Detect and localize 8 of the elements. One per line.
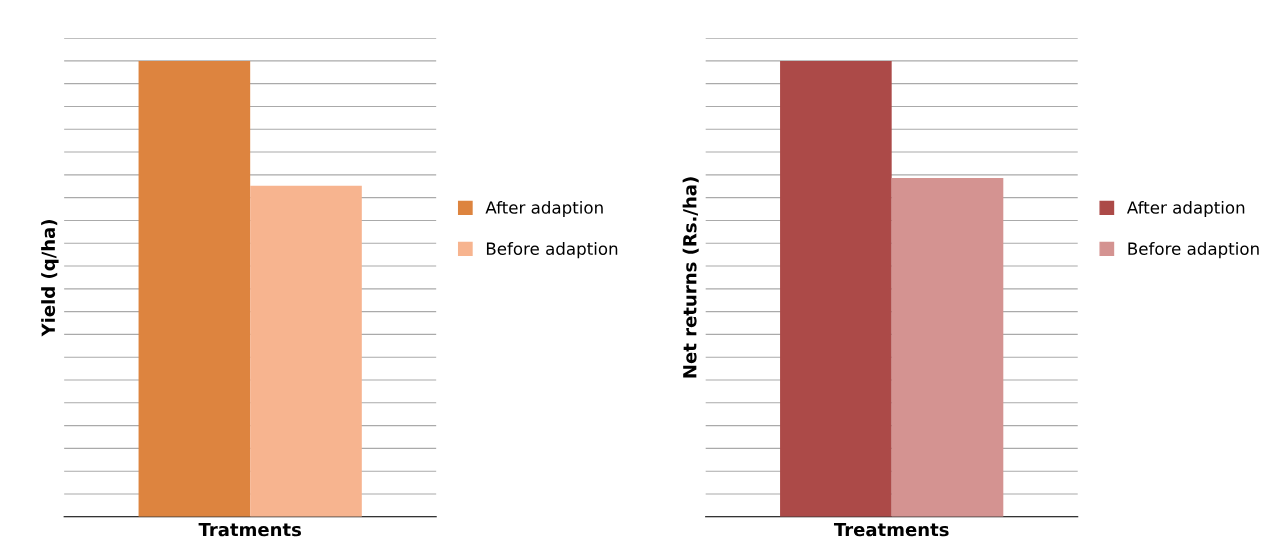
legend-label: Before adaption: [1128, 242, 1259, 259]
y-axis-title: Yield (q/ha): [41, 220, 59, 337]
x-axis-title: Tratments: [198, 522, 301, 537]
legend-label: After adaption: [1126, 200, 1245, 218]
legend-label: After adaption: [485, 200, 603, 218]
x-axis-title: Treatments: [833, 522, 949, 537]
legend-label: Before adaption: [486, 242, 618, 259]
y-axis-title: Net returns (Rs./ha): [682, 177, 699, 378]
